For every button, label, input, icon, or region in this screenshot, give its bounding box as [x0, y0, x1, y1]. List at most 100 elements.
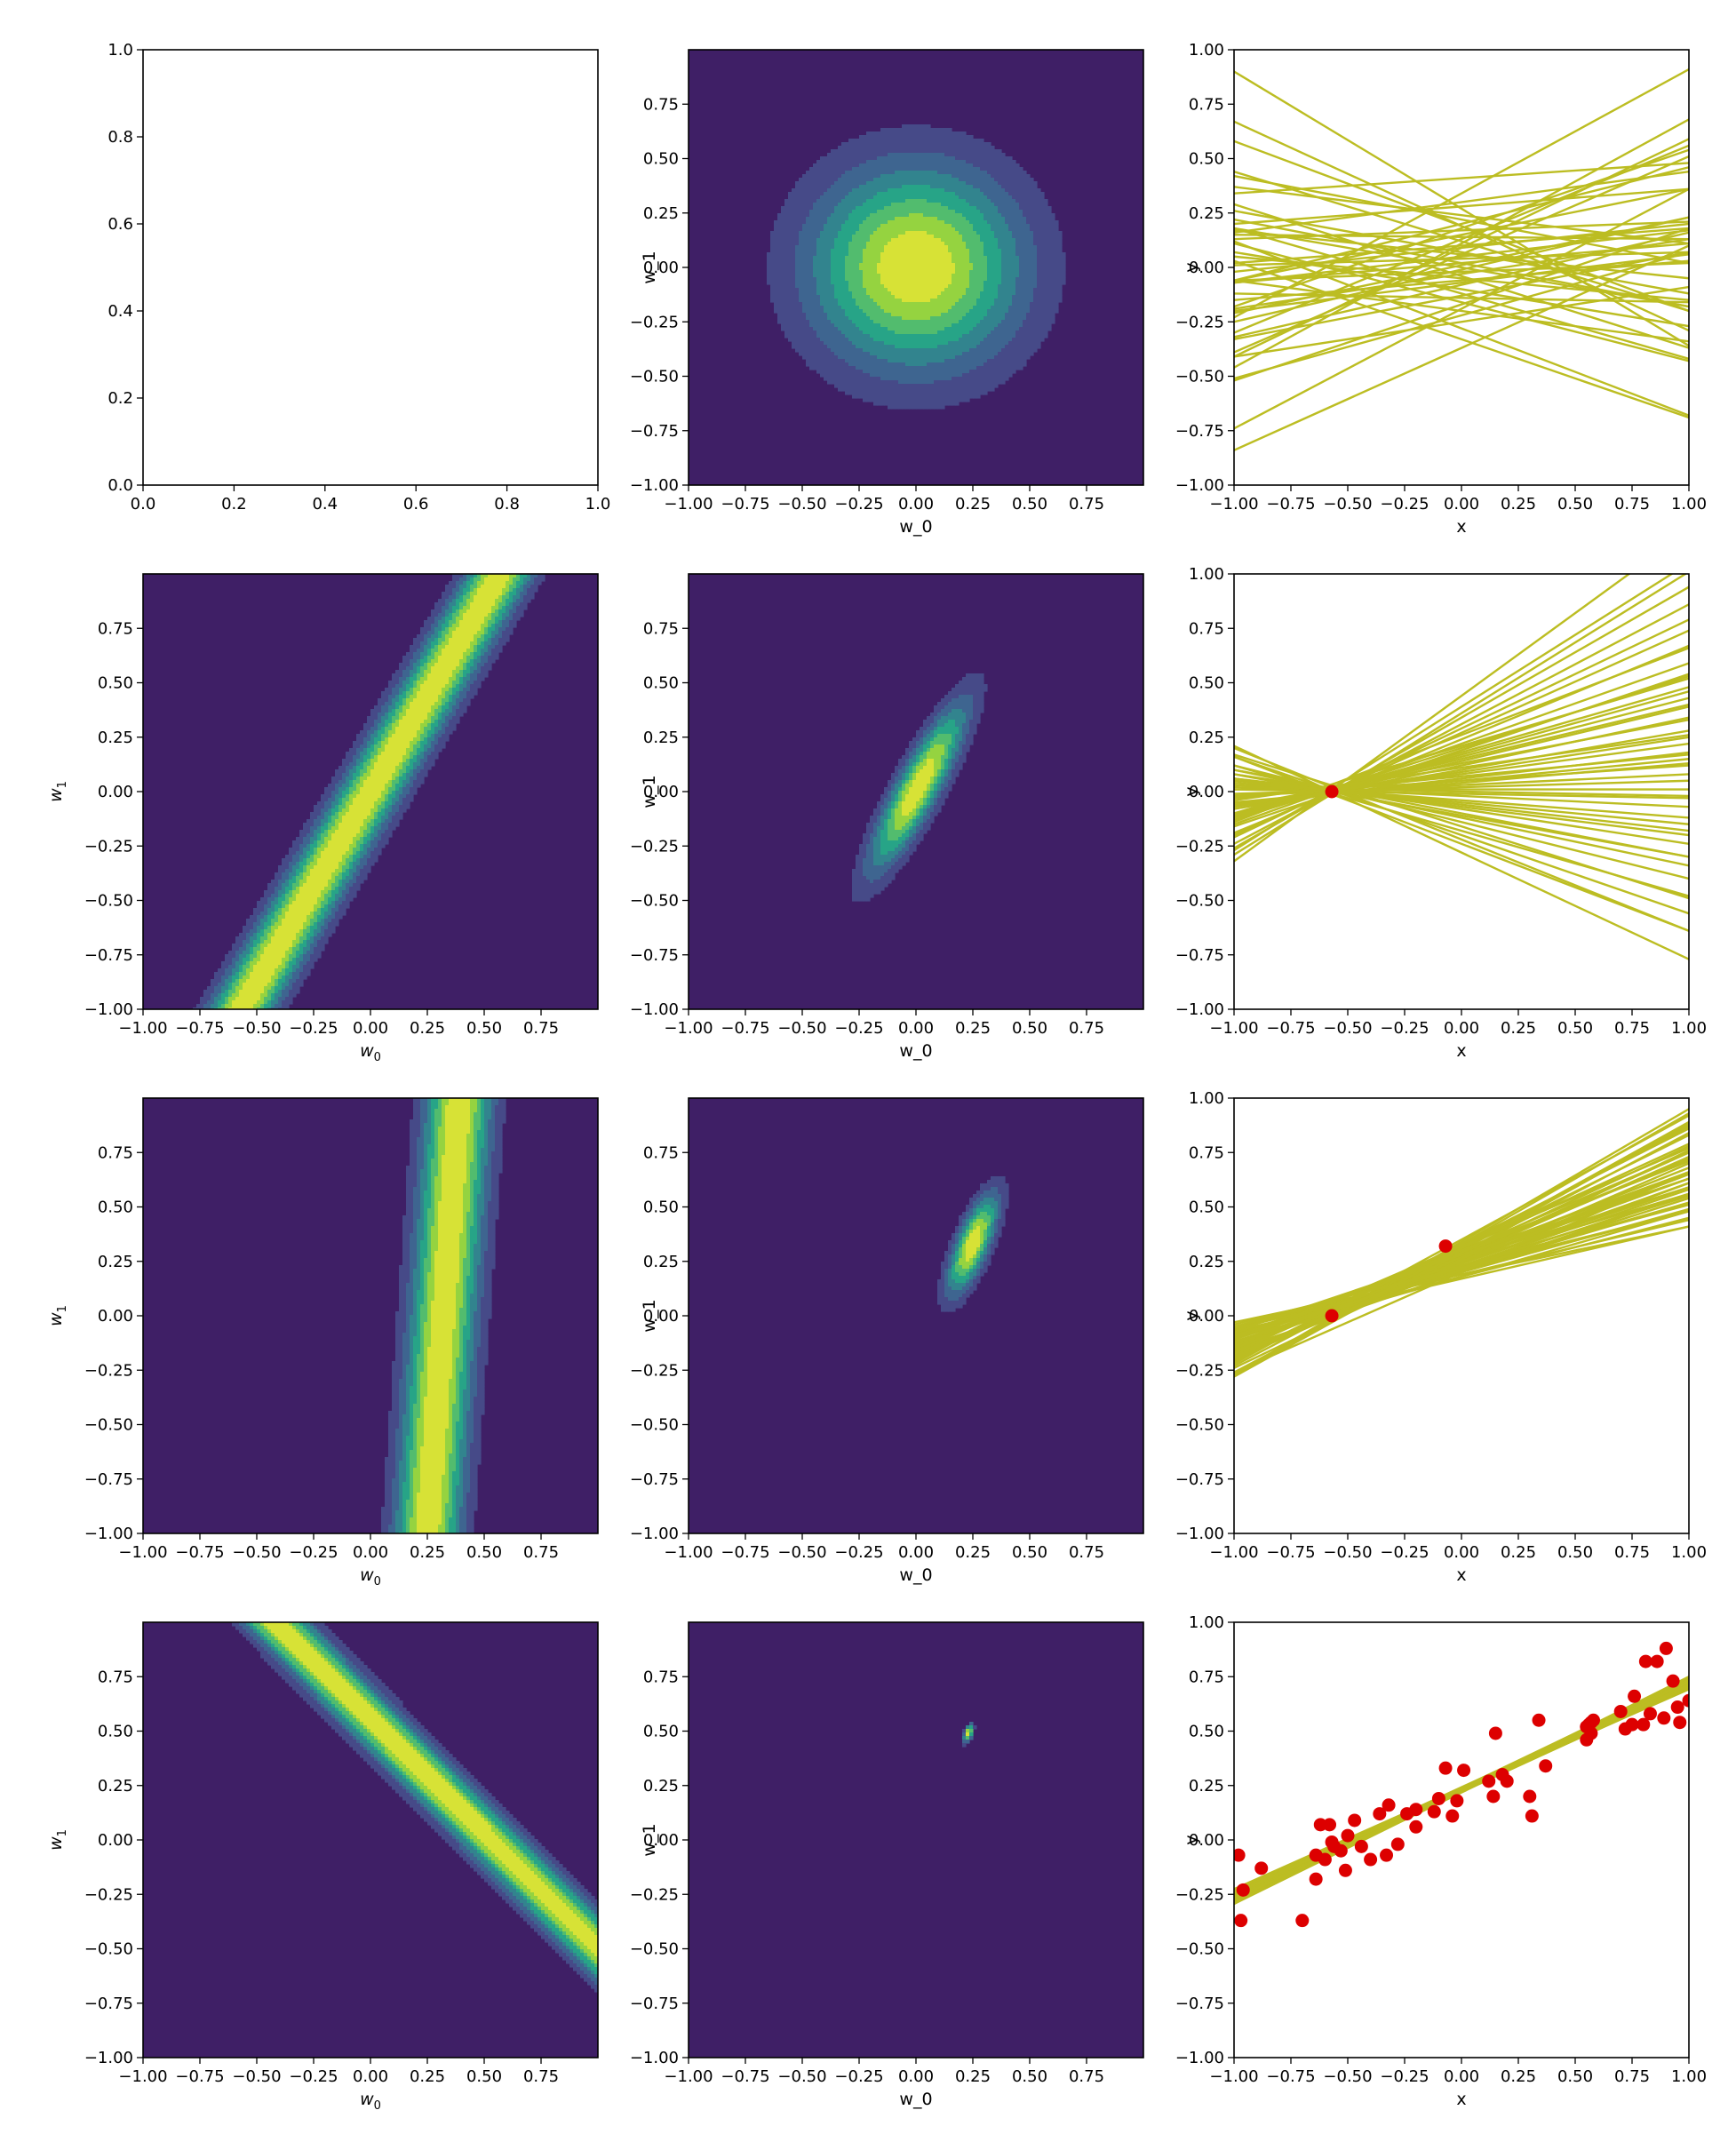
contour-cell: [952, 316, 956, 321]
contour-cell: [912, 338, 917, 342]
contour-cell: [927, 252, 931, 257]
contour-cell: [1008, 259, 1013, 264]
contour-cell: [973, 203, 977, 207]
contour-cell: [1019, 206, 1023, 211]
contour-cell: [809, 217, 814, 221]
contour-cell: [973, 142, 977, 147]
contour-cell: [1037, 288, 1041, 292]
contour-cell: [930, 263, 935, 267]
contour-cell: [834, 345, 839, 349]
contour-cell: [1012, 220, 1016, 225]
contour-cell: [884, 217, 888, 221]
contour-cell: [1030, 327, 1034, 331]
contour-cell: [859, 338, 864, 342]
contour-cell: [784, 242, 789, 246]
contour-cell: [1037, 245, 1041, 250]
contour-cell: [1015, 210, 1020, 214]
contour-cell: [859, 156, 864, 161]
contour-cell: [809, 256, 814, 260]
contour-cell: [991, 377, 995, 381]
contour-cell: [799, 352, 803, 356]
contour-cell: [852, 149, 856, 154]
contour-cell: [962, 348, 967, 353]
contour-cell: [1001, 330, 1006, 335]
contour-cell: [824, 167, 828, 171]
contour-cell: [916, 249, 920, 253]
contour-cell: [1008, 238, 1013, 243]
contour-cell: [834, 213, 839, 218]
contour-cell: [845, 355, 849, 360]
contour-cell: [1047, 210, 1052, 214]
contour-cell: [898, 153, 903, 157]
contour-cell: [966, 362, 970, 367]
contour-cell: [937, 195, 942, 200]
contour-cell: [905, 263, 910, 267]
contour-cell: [976, 299, 981, 303]
contour-cell: [916, 345, 920, 349]
contour-cell: [905, 359, 910, 363]
contour-cell: [816, 338, 821, 342]
contour-cell: [813, 259, 817, 264]
contour-cell: [888, 377, 892, 381]
contour-cell: [891, 370, 896, 374]
contour-cell: [859, 373, 864, 378]
contour-cell: [884, 323, 888, 328]
contour-cell: [959, 235, 963, 239]
contour-cell: [998, 309, 1002, 314]
contour-cell: [902, 146, 906, 150]
contour-cell: [1012, 185, 1016, 189]
contour-cell: [802, 263, 807, 267]
contour-cell: [820, 373, 824, 378]
contour-cell: [976, 146, 981, 150]
contour-cell: [888, 267, 892, 271]
contour-cell: [795, 242, 800, 246]
contour-cell: [902, 203, 906, 207]
contour-cell: [863, 334, 867, 338]
contour-cell: [923, 153, 928, 157]
contour-cell: [944, 355, 949, 360]
contour-cell: [824, 185, 828, 189]
contour-cell: [1019, 249, 1023, 253]
contour-cell: [834, 313, 839, 317]
contour-cell: [852, 178, 856, 182]
contour-cell: [983, 373, 988, 378]
contour-cell: [895, 231, 899, 235]
contour-cell: [859, 327, 864, 331]
contour-cell: [1058, 245, 1063, 250]
contour-cell: [884, 327, 888, 331]
contour-cell: [916, 366, 920, 370]
contour-cell: [866, 227, 871, 232]
contour-cell: [991, 178, 995, 182]
contour-cell: [863, 299, 867, 303]
contour-cell: [788, 277, 792, 282]
contour-cell: [848, 242, 853, 246]
contour-cell: [1005, 338, 1009, 342]
contour-cell: [820, 338, 824, 342]
contour-cell: [1030, 277, 1034, 282]
contour-cell: [998, 195, 1002, 200]
contour-cell: [880, 156, 885, 161]
contour-cell: [1051, 252, 1055, 257]
contour-cell: [923, 281, 928, 285]
contour-cell: [845, 313, 849, 317]
contour-cell: [976, 263, 981, 267]
contour-cell: [856, 188, 860, 193]
contour-cell: [1047, 249, 1052, 253]
contour-cell: [980, 263, 984, 267]
contour-cell: [927, 231, 931, 235]
contour-cell: [909, 185, 913, 189]
contour-cell: [934, 135, 938, 139]
contour-cell: [774, 256, 778, 260]
contour-cell: [816, 213, 821, 218]
contour-cell: [905, 306, 910, 310]
contour-cell: [987, 142, 991, 147]
contour-cell: [948, 370, 952, 374]
contour-cell: [1019, 348, 1023, 353]
contour-cell: [820, 174, 824, 179]
contour-cell: [824, 163, 828, 168]
contour-cell: [784, 330, 789, 335]
contour-cell: [952, 153, 956, 157]
contour-cell: [767, 267, 771, 271]
contour-cell: [944, 210, 949, 214]
contour-cell: [856, 334, 860, 338]
